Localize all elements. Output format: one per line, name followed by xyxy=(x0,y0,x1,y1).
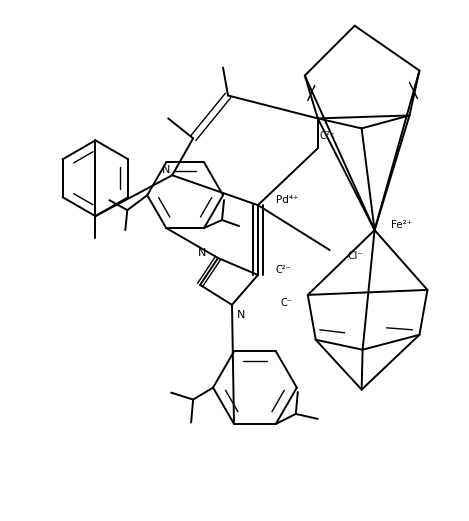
Text: C²⁻: C²⁻ xyxy=(320,131,335,141)
Text: N: N xyxy=(162,165,170,175)
Text: C²⁻: C²⁻ xyxy=(276,265,292,275)
Text: Pd⁴⁺: Pd⁴⁺ xyxy=(276,195,298,205)
Text: N: N xyxy=(198,248,206,258)
Text: C⁻: C⁻ xyxy=(281,298,293,308)
Text: N: N xyxy=(237,310,245,320)
Text: Cl⁻: Cl⁻ xyxy=(348,251,363,261)
Text: Fe²⁺: Fe²⁺ xyxy=(391,220,412,230)
